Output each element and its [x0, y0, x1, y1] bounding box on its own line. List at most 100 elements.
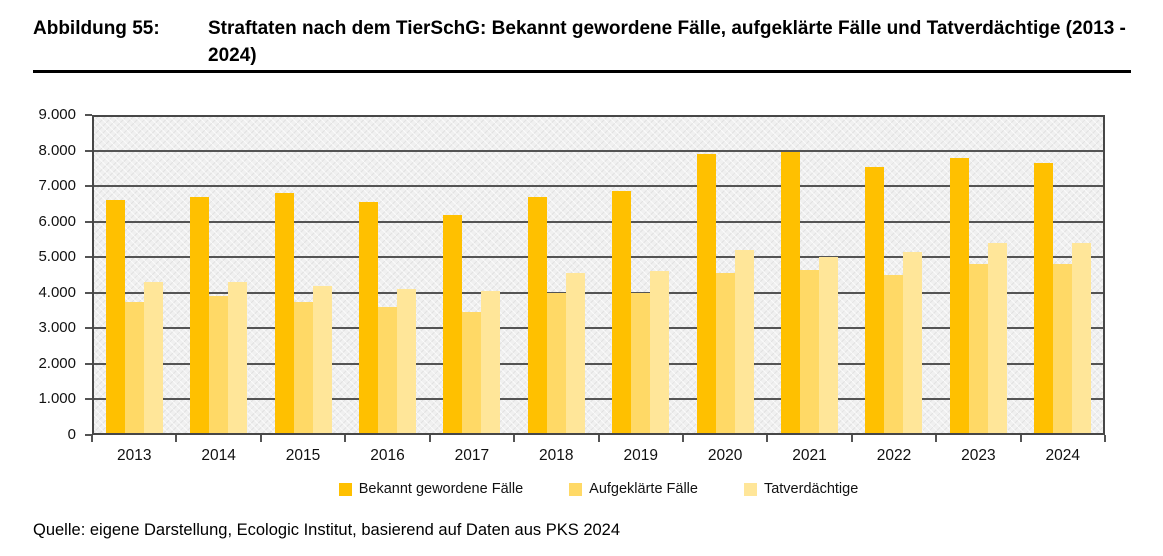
y-axis-tick: [85, 398, 92, 401]
y-axis-label: 5.000: [38, 248, 76, 266]
x-axis-label: 2013: [116, 447, 152, 464]
plot-area: [92, 115, 1105, 435]
bar: [312, 285, 332, 435]
y-axis-label: 7.000: [38, 177, 76, 195]
legend-swatch: [743, 482, 757, 496]
y-axis-tick: [85, 149, 92, 152]
y-axis-label: 8.000: [38, 141, 76, 159]
x-axis-label: 2019: [623, 447, 658, 464]
bar: [949, 157, 969, 435]
gridline: [92, 220, 1105, 223]
bar: [527, 196, 547, 435]
gridline: [92, 327, 1105, 330]
x-axis-label: 2024: [1045, 447, 1081, 464]
gridline: [92, 362, 1105, 365]
bar: [819, 257, 839, 435]
bar: [546, 292, 566, 435]
y-axis-label: 3.000: [38, 319, 76, 337]
bar: [209, 296, 229, 435]
bar: [631, 292, 651, 435]
legend-swatch: [338, 482, 352, 496]
x-axis-tick: [175, 435, 178, 442]
gridline: [92, 149, 1105, 152]
bar: [1034, 163, 1054, 435]
bar: [884, 275, 904, 435]
y-axis-tick: [85, 220, 92, 223]
bar: [443, 214, 463, 435]
bar: [715, 273, 735, 435]
bar: [987, 243, 1007, 435]
y-axis-tick: [85, 185, 92, 188]
bar: [903, 251, 923, 435]
bar: [565, 273, 585, 435]
y-axis-tick: [85, 434, 92, 436]
bar: [105, 200, 125, 435]
legend-item: Bekannt gewordene Fälle: [338, 481, 524, 497]
bar: [650, 271, 670, 435]
x-axis-label: 2020: [707, 447, 743, 464]
legend-label: Aufgeklärte Fälle: [589, 481, 698, 497]
figure-title: Straftaten nach dem TierSchG: Bekannt ge…: [208, 18, 1126, 66]
figure-number-label: Abbildung 55:: [33, 18, 160, 39]
bar: [228, 282, 248, 435]
title-divider-rule: [33, 70, 1131, 73]
x-axis-tick: [1104, 435, 1106, 442]
y-axis-tick: [85, 327, 92, 330]
x-axis-label: 2023: [961, 447, 996, 464]
y-axis-tick: [85, 114, 92, 116]
x-axis-tick: [766, 435, 769, 442]
figure-title-block: Abbildung 55: Straftaten nach dem TierSc…: [33, 16, 1138, 70]
y-axis-label: 9.000: [38, 106, 76, 123]
x-axis-label: 2014: [201, 447, 236, 464]
bar: [865, 166, 885, 435]
legend-item: Aufgeklärte Fälle: [569, 481, 698, 497]
gridline: [92, 291, 1105, 294]
bar: [274, 193, 294, 435]
x-axis-tick: [597, 435, 600, 442]
bar-chart: 0 1.000 2.000 3.000 4.000 5.000 6.000 7.000 8.00…: [0, 100, 1163, 512]
legend-label: Bekannt gewordene Fälle: [358, 481, 524, 497]
gridline: [92, 256, 1105, 259]
legend-label: Tatverdächtige: [763, 481, 859, 497]
bar: [293, 301, 313, 435]
bar: [124, 301, 144, 435]
y-axis-tick: [85, 362, 92, 365]
bar: [612, 191, 632, 435]
y-axis-label: 4.000: [38, 283, 76, 301]
bar: [358, 202, 378, 435]
bar: [1053, 264, 1073, 435]
bar: [696, 154, 716, 435]
bar: [481, 291, 501, 435]
x-axis-tick: [91, 435, 93, 442]
plot-frame: [92, 115, 1105, 435]
bar: [143, 282, 163, 435]
bar: [462, 312, 482, 435]
x-axis-label: 2016: [370, 447, 405, 464]
bar: [377, 307, 397, 435]
x-axis-label: 2022: [876, 447, 912, 464]
bar: [1072, 243, 1092, 435]
y-axis-label: 2.000: [38, 354, 76, 372]
bar: [190, 196, 210, 435]
legend-item: Tatverdächtige: [743, 481, 859, 497]
x-axis-tick: [1019, 435, 1022, 442]
x-axis-tick: [259, 435, 262, 442]
y-axis-tick: [85, 256, 92, 259]
bar: [781, 152, 801, 435]
bar: [396, 289, 416, 435]
chart-legend: Bekannt gewordene Fälle Aufgeklärte Fälle…: [92, 481, 1105, 497]
x-axis-tick: [935, 435, 938, 442]
bar: [968, 264, 988, 435]
legend-swatch: [569, 482, 583, 496]
x-axis-tick: [513, 435, 516, 442]
x-axis-label: 2021: [792, 447, 827, 464]
x-axis-tick: [850, 435, 853, 442]
x-axis-tick: [344, 435, 347, 442]
x-axis-label: 2017: [454, 447, 490, 464]
y-axis-label: 0: [67, 426, 76, 443]
x-axis-label: 2015: [285, 447, 321, 464]
gridline: [92, 185, 1105, 188]
x-axis-tick: [681, 435, 684, 442]
bar: [734, 250, 754, 435]
y-axis-tick: [85, 291, 92, 294]
